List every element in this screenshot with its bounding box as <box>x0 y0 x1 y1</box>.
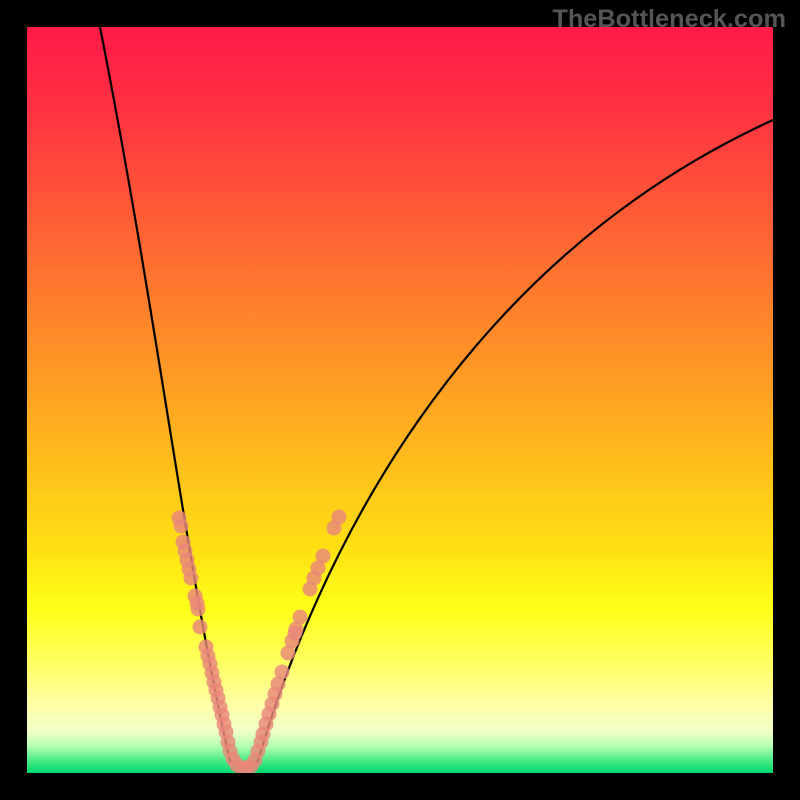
plot-area <box>27 27 773 773</box>
watermark-label: TheBottleneck.com <box>552 5 786 34</box>
gradient-background <box>27 27 773 773</box>
frame-right <box>773 0 800 800</box>
frame-bottom <box>0 773 800 800</box>
frame-left <box>0 0 27 800</box>
